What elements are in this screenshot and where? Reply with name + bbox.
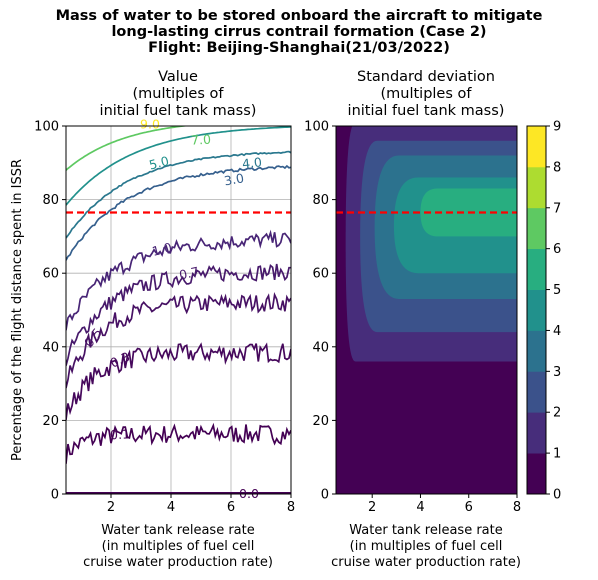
colorbar-tick-label: 6 <box>553 242 561 257</box>
x-tick-label: 4 <box>416 500 424 515</box>
left-chart-title-3: initial fuel tank mass) <box>100 103 257 119</box>
y-tick-label: 100 <box>34 120 59 135</box>
left-chart-title-2: (multiples of <box>132 86 224 102</box>
x-tick-label: 4 <box>167 500 175 515</box>
right-xlabel-1: Water tank release rate <box>349 523 502 538</box>
colorbar-tick-label: 8 <box>553 160 561 175</box>
contour-line-5-0 <box>66 126 291 206</box>
y-tick-label: 20 <box>312 414 329 429</box>
y-tick-label: 0 <box>321 488 329 503</box>
colorbar-band-4 <box>527 289 546 331</box>
colorbar-band-8 <box>527 126 546 168</box>
colorbar-tick-label: 0 <box>553 488 561 503</box>
colorbar-tick-label: 3 <box>553 365 561 380</box>
contour-line-4-0 <box>66 150 291 239</box>
x-tick-label: 8 <box>513 500 521 515</box>
figure-title-line-3: Flight: Beijing-Shanghai(21/03/2022) <box>148 40 450 56</box>
contour-label-0-1: 0.1 <box>110 426 131 442</box>
contour-line-0-3 <box>66 342 291 421</box>
left-chart: Value (multiples of initial fuel tank ma… <box>10 69 295 570</box>
colorbar-band-6 <box>527 207 546 250</box>
contour-line-0-1 <box>66 422 291 464</box>
colorbar-tick-label: 5 <box>553 283 561 298</box>
right-chart-title-3: initial fuel tank mass) <box>348 103 505 119</box>
right-plot-frame <box>335 125 518 495</box>
right-chart: Standard deviation (multiples of initial… <box>304 69 561 570</box>
contour-line-3-0 <box>66 164 291 261</box>
colorbar-band-3 <box>527 330 546 372</box>
figure-title-line-2: long-lasting cirrus contrail formation (… <box>111 24 487 40</box>
x-tick-label: 6 <box>227 500 235 515</box>
colorbar-band-1 <box>527 412 546 454</box>
y-tick-label: 20 <box>42 414 59 429</box>
contour-label-3-0: 3.0 <box>223 170 245 188</box>
contour-label-0-7: 0.7 <box>178 264 201 283</box>
left-chart-title-1: Value <box>158 69 198 85</box>
x-tick-label: 2 <box>107 500 115 515</box>
y-tick-label: 60 <box>312 267 329 282</box>
x-tick-label: 6 <box>465 500 473 515</box>
right-filled-contours <box>336 126 517 494</box>
contour-line-0-7 <box>66 263 291 366</box>
contour-label-1-0: 1.0 <box>151 240 174 259</box>
colorbar-tick-label: 4 <box>553 324 561 339</box>
colorbar-tick-label: 7 <box>553 201 561 216</box>
figure-title-line-1: Mass of water to be stored onboard the a… <box>55 8 543 24</box>
colorbar: 0 1 2 3 4 5 6 7 8 9 <box>526 120 561 503</box>
right-xlabel-3: cruise water production rate) <box>331 555 521 570</box>
right-chart-title-1: Standard deviation <box>357 69 495 85</box>
x-tick-label: 8 <box>287 500 295 515</box>
colorbar-band-2 <box>527 371 546 413</box>
y-tick-label: 40 <box>42 340 59 355</box>
colorbar-tick-label: 2 <box>553 406 561 421</box>
contour-label-0-0: 0.0 <box>239 486 259 501</box>
y-tick-label: 80 <box>312 193 329 208</box>
x-tick-label: 2 <box>368 500 376 515</box>
right-chart-title-2: (multiples of <box>380 86 472 102</box>
contour-label-4-0: 4.0 <box>241 154 262 171</box>
left-ylabel: Percentage of the flight distance spent … <box>10 159 25 461</box>
y-tick-label: 60 <box>42 267 59 282</box>
contour-line-0-5 <box>66 292 291 389</box>
colorbar-band-0 <box>527 453 546 495</box>
contour-label-7-0: 7.0 <box>191 132 212 148</box>
y-tick-label: 40 <box>312 340 329 355</box>
y-tick-label: 0 <box>51 488 59 503</box>
right-xlabel-2: (in multiples of fuel cell <box>350 539 503 554</box>
contour-label-9-0: 9.0 <box>140 117 160 132</box>
contour-label-5-0: 5.0 <box>148 153 171 172</box>
left-xlabel-2: (in multiples of fuel cell <box>102 539 255 554</box>
colorbar-band-7 <box>527 166 546 209</box>
contour-label-0-3: 0.3 <box>108 349 132 371</box>
left-xlabel-3: cruise water production rate) <box>83 555 273 570</box>
left-xlabel-1: Water tank release rate <box>101 523 254 538</box>
y-tick-label: 80 <box>42 193 59 208</box>
contour-line-1-0 <box>66 229 291 331</box>
colorbar-tick-label: 1 <box>553 447 561 462</box>
left-plot-frame <box>65 125 292 495</box>
colorbar-band-5 <box>527 248 546 290</box>
colorbar-tick-label: 9 <box>553 120 561 135</box>
left-contour-lines <box>66 126 291 494</box>
colorbar-frame <box>526 125 547 495</box>
y-tick-label: 100 <box>304 120 329 135</box>
